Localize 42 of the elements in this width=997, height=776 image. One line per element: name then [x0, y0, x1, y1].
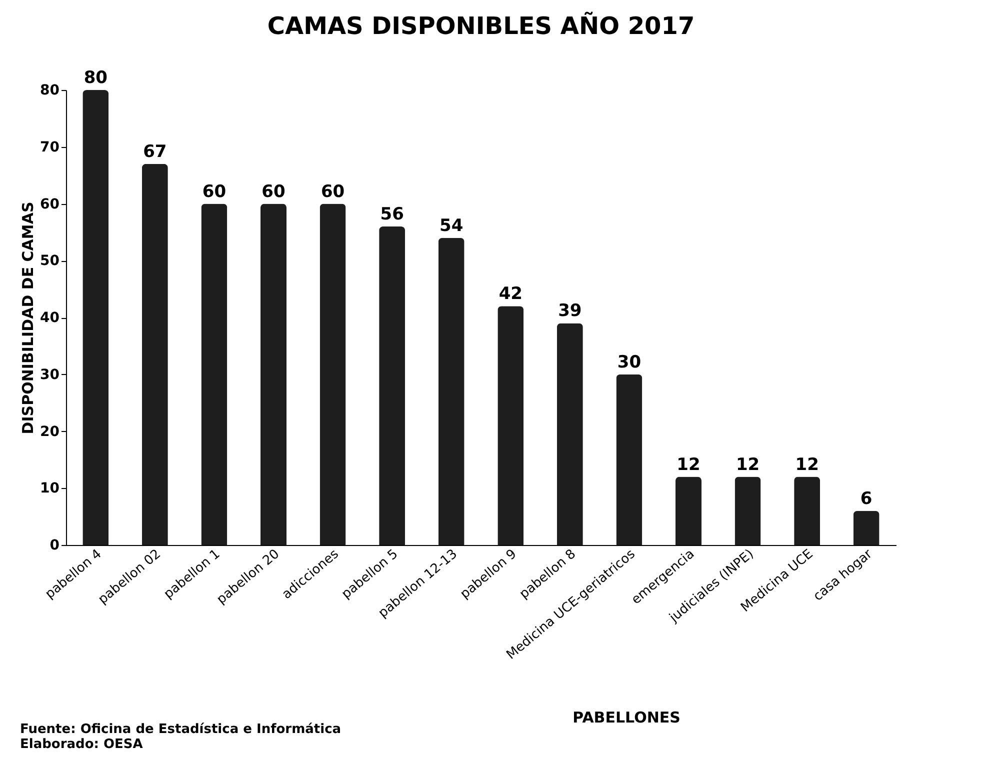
data-label: 60	[202, 182, 226, 202]
data-label: 12	[676, 454, 700, 475]
source-note: Fuente: Oficina de Estadística e Informática	[20, 722, 342, 737]
y-tick-label: 80	[40, 82, 60, 98]
data-label: 42	[498, 284, 522, 304]
bar	[734, 476, 761, 545]
data-label: 60	[320, 182, 345, 202]
bar	[794, 476, 820, 545]
data-label: 56	[380, 204, 404, 224]
chart-title: CAMAS DISPONIBLES AÑO 2017	[267, 11, 695, 40]
bar	[201, 204, 228, 545]
bar	[438, 238, 464, 545]
y-tick-label: 0	[50, 538, 60, 554]
y-tick-label: 20	[40, 424, 60, 440]
y-tick-label: 10	[40, 480, 60, 497]
bar	[498, 306, 524, 545]
y-tick-label: 40	[40, 310, 60, 326]
bar	[82, 90, 109, 545]
text: Elaborado: OESA	[20, 737, 144, 752]
y-tick-label: 70	[40, 139, 60, 156]
data-label: 6	[860, 488, 872, 509]
bar	[616, 374, 642, 545]
x-axis-title: PABELLONES	[572, 708, 680, 726]
bar	[142, 164, 168, 545]
bar	[320, 204, 346, 545]
y-axis-title: DISPONIBILIDAD DE CAMAS	[19, 202, 38, 434]
y-tick-label: 50	[40, 253, 60, 270]
data-label: 80	[84, 68, 108, 88]
bar	[260, 204, 286, 545]
data-label: 12	[795, 454, 819, 475]
data-label: 54	[440, 216, 464, 236]
bar	[676, 476, 702, 545]
data-label: 30	[617, 352, 642, 372]
y-tick-label: 30	[40, 366, 60, 383]
bar	[379, 226, 406, 545]
bar	[853, 510, 880, 545]
data-label: 12	[736, 454, 760, 475]
data-label: 67	[143, 142, 167, 162]
data-label: 60	[262, 182, 286, 202]
bar	[556, 323, 583, 545]
data-label: 39	[558, 301, 582, 322]
y-tick-label: 60	[40, 196, 60, 212]
